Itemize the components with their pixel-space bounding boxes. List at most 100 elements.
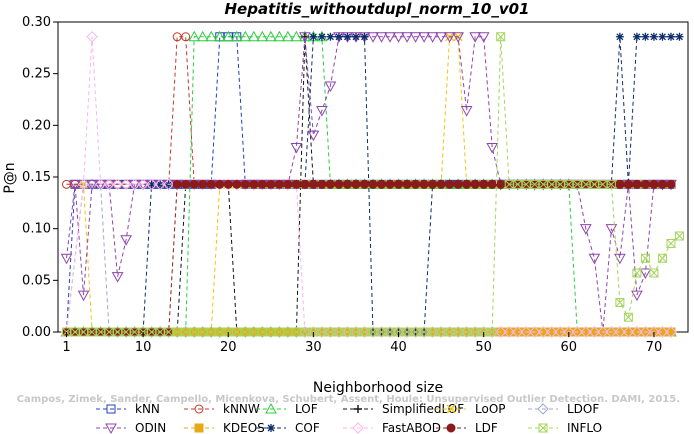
x-tick-label: 70	[646, 340, 663, 355]
legend-marker	[105, 423, 117, 434]
x-axis-label: Neighborhood size	[313, 380, 443, 396]
plot-frame	[57, 21, 689, 333]
data-point	[350, 326, 362, 338]
data-point	[666, 32, 675, 41]
data-point	[445, 179, 455, 189]
data-point	[147, 180, 156, 189]
watermark: Campos, Zimek, Sander, Campello, Micenko…	[17, 394, 680, 405]
data-point	[368, 179, 378, 189]
data-point	[317, 179, 327, 189]
data-point	[308, 179, 318, 189]
data-point	[334, 327, 344, 337]
data-point	[324, 326, 337, 338]
data-point	[188, 30, 201, 42]
data-point	[512, 326, 524, 338]
data-point	[375, 326, 388, 338]
data-point	[79, 327, 89, 337]
data-point	[87, 327, 97, 337]
data-point	[623, 312, 633, 322]
data-point	[436, 179, 446, 189]
data-point	[230, 30, 243, 42]
data-point	[205, 30, 218, 42]
data-point	[520, 326, 532, 338]
data-point	[274, 179, 284, 189]
data-point	[103, 179, 115, 191]
data-point	[342, 179, 352, 189]
data-point	[589, 179, 599, 189]
data-point	[411, 179, 421, 189]
data-point	[385, 179, 395, 189]
data-point	[460, 106, 473, 117]
data-point	[452, 326, 464, 338]
series-line	[66, 36, 671, 185]
data-point	[657, 179, 667, 189]
data-point	[377, 179, 387, 189]
legend-item: LOF	[256, 402, 318, 416]
data-point	[128, 179, 141, 191]
data-point	[530, 179, 540, 189]
data-point	[631, 290, 643, 302]
data-point	[360, 32, 369, 41]
data-point	[282, 30, 294, 42]
data-point	[94, 178, 107, 191]
data-point	[70, 327, 80, 337]
data-point	[239, 30, 252, 42]
data-point	[368, 327, 378, 337]
data-point	[470, 179, 480, 189]
legend-item: kNNW	[184, 402, 260, 416]
data-point	[494, 326, 507, 338]
legend-marker	[267, 424, 275, 432]
data-point	[571, 326, 584, 338]
data-point	[428, 327, 438, 337]
data-point	[164, 327, 174, 337]
x-axis: 1 10 20 30 40 50 60 70	[62, 332, 662, 355]
data-point	[555, 179, 565, 189]
data-point	[77, 178, 90, 191]
data-point	[443, 326, 456, 338]
legend-marker	[194, 404, 204, 414]
data-point	[375, 32, 388, 43]
data-point	[359, 179, 369, 189]
data-point	[443, 32, 456, 43]
data-point	[69, 179, 81, 191]
data-point	[257, 327, 267, 337]
data-point	[343, 32, 352, 41]
legend-item: LDOF	[528, 402, 599, 416]
data-point	[486, 326, 498, 338]
data-point	[666, 179, 676, 189]
data-point	[274, 327, 284, 337]
data-point	[401, 326, 413, 338]
data-point	[377, 327, 387, 337]
legend-marker	[106, 404, 116, 414]
data-point	[316, 326, 328, 338]
data-point	[504, 179, 514, 189]
data-point	[155, 327, 165, 337]
data-point	[503, 326, 515, 338]
data-point	[674, 231, 684, 241]
data-point	[223, 179, 233, 189]
x-tick-label: 20	[220, 340, 237, 355]
data-point	[453, 179, 463, 189]
data-point	[266, 179, 276, 189]
data-point	[419, 327, 429, 337]
data-point	[213, 30, 226, 42]
legend-label: LDF	[475, 421, 498, 434]
legend-label: COF	[295, 421, 320, 434]
legend-label: kNN	[135, 402, 160, 416]
legend-marker	[537, 403, 549, 415]
data-point	[486, 142, 499, 154]
legend-marker	[446, 404, 456, 414]
data-point	[452, 32, 464, 43]
y-tick-label: 0.15	[22, 170, 51, 185]
data-point	[675, 32, 684, 41]
data-point	[640, 253, 650, 263]
data-point	[172, 179, 182, 189]
data-point	[639, 326, 652, 338]
data-point	[145, 178, 158, 191]
data-point	[615, 32, 624, 41]
data-point	[240, 179, 250, 189]
data-point	[172, 32, 182, 42]
legend-label: kNNW	[223, 402, 260, 416]
data-point	[462, 327, 472, 337]
data-point	[579, 224, 592, 235]
